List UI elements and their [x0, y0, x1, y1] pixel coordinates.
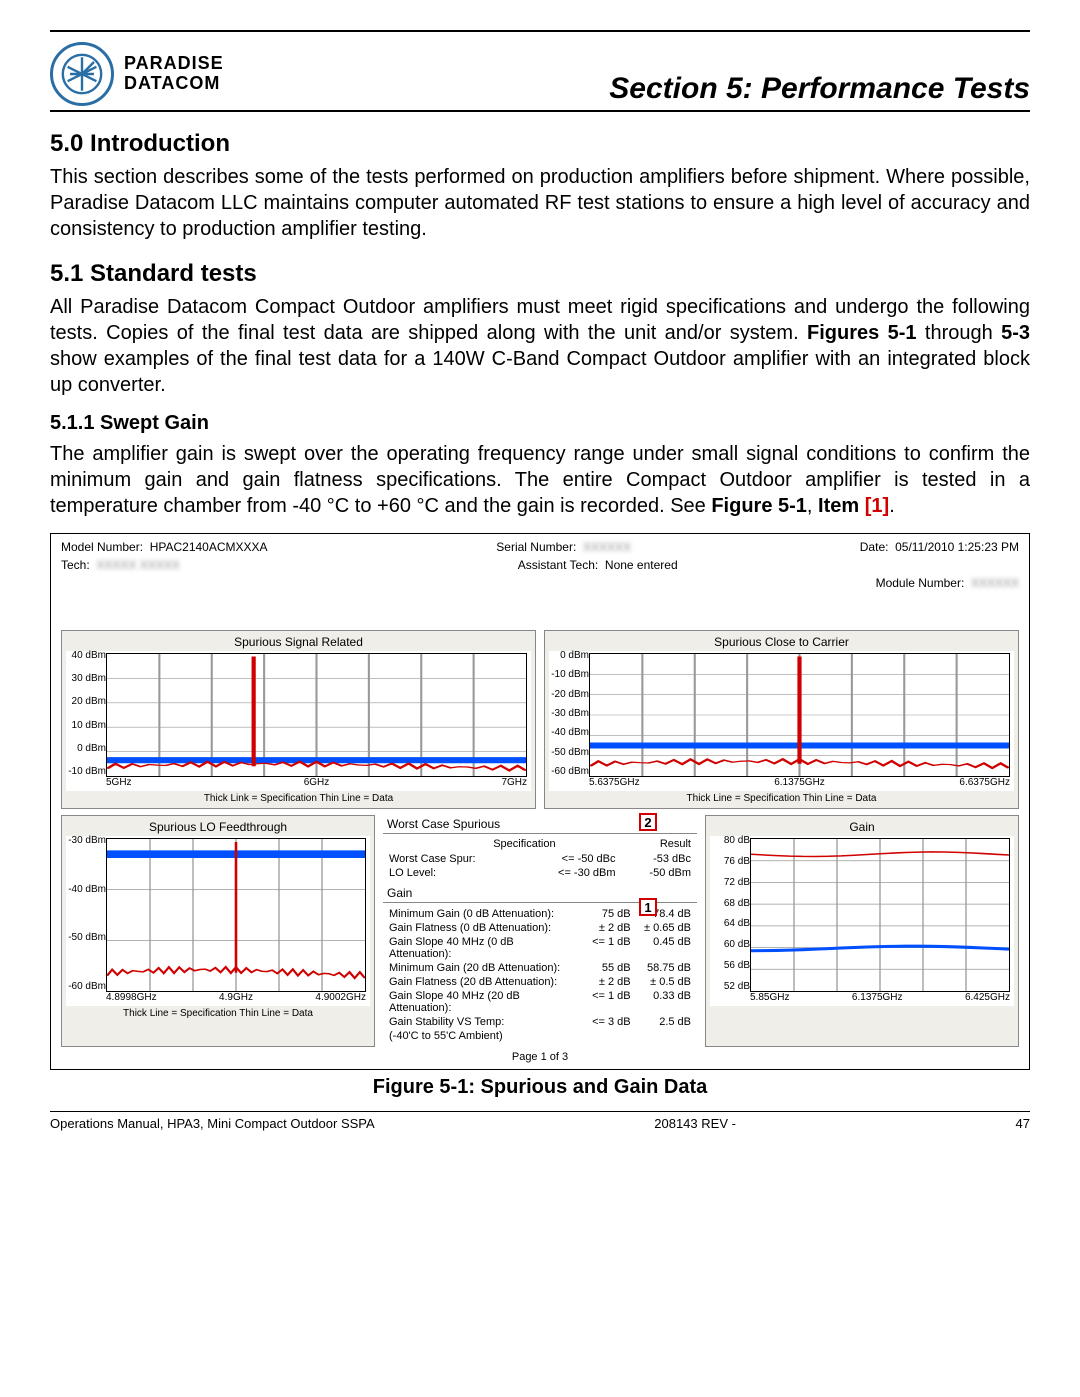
serial-label: Serial Number: [496, 540, 576, 554]
txt-swept-f: . [889, 495, 895, 517]
chart-spurious-carrier: Spurious Close to Carrier 0 dBm-10 dBm-2… [544, 630, 1019, 809]
logo-line1: PARADISE [124, 54, 224, 74]
table-row: (-40'C to 55'C Ambient) [389, 1029, 691, 1043]
table-row: Gain Slope 40 MHz (0 dB Attenuation):<= … [389, 935, 691, 961]
page-header: PARADISE DATACOM Section 5: Performance … [50, 42, 1030, 112]
plot: 0 dBm-10 dBm-20 dBm-30 dBm-40 dBm-50 dBm… [549, 651, 1014, 791]
heading-standard-tests: 5.1 Standard tests [50, 260, 1030, 288]
yaxis: 40 dBm30 dBm20 dBm10 dBm0 dBm-10 dBm [68, 651, 106, 777]
spec-hdr: Specification [493, 838, 555, 850]
gain-table: Minimum Gain (0 dB Attenuation):75 dB78.… [383, 903, 697, 1047]
txt-swept-d: Item [818, 495, 865, 517]
plot: 40 dBm30 dBm20 dBm10 dBm0 dBm-10 dBm 5GH… [66, 651, 531, 791]
para-intro: This section describes some of the tests… [50, 164, 1030, 242]
txt-swept-c: , [807, 495, 818, 517]
plot-area [106, 838, 366, 992]
tech-label: Tech: [61, 558, 90, 572]
spur-hdr: Specification Result [389, 838, 691, 850]
logo-block: PARADISE DATACOM [50, 42, 224, 106]
chart-caption: Thick Link = Specification Thin Line = D… [66, 793, 531, 804]
yaxis: 0 dBm-10 dBm-20 dBm-30 dBm-40 dBm-50 dBm… [551, 651, 589, 777]
logo-line2: DATACOM [124, 74, 224, 94]
label: Worst Case Spurious [387, 817, 500, 831]
txt-std-b4: show examples of the final test data for… [50, 348, 1030, 396]
tech-value: XXXXX XXXXX [96, 558, 179, 572]
table-row: Gain Slope 40 MHz (20 dB Attenuation):<=… [389, 989, 691, 1015]
chart-title: Spurious Close to Carrier [549, 635, 1014, 649]
table-row: Gain Stability VS Temp:<= 3 dB2.5 dB [389, 1015, 691, 1029]
spur-table: Specification Result Worst Case Spur:<= -… [383, 834, 697, 884]
page-number: Page 1 of 3 [61, 1051, 1019, 1063]
para-swept-gain: The amplifier gain is swept over the ope… [50, 441, 1030, 519]
fig-header-row2: Tech: XXXXX XXXXX Assistant Tech: None e… [61, 558, 1019, 572]
xaxis: 5GHz6GHz7GHz [106, 777, 527, 791]
model-label: Model Number: [61, 540, 143, 554]
gain-table-title: Gain 1 [383, 884, 697, 903]
txt-std-b1: Figures 5-1 [807, 322, 917, 344]
chart-title: Spurious Signal Related [66, 635, 531, 649]
table-row: Gain Flatness (0 dB Attenuation):± 2 dB±… [389, 921, 691, 935]
footer-right: 47 [1016, 1116, 1030, 1131]
table-row: Minimum Gain (20 dB Attenuation):55 dB58… [389, 961, 691, 975]
chart-gain: Gain 80 dB76 dB72 dB68 dB64 dB60 dB56 dB… [705, 815, 1019, 1047]
date-value: 05/11/2010 1:25:23 PM [895, 540, 1019, 554]
logo-text: PARADISE DATACOM [124, 54, 224, 94]
heading-intro: 5.0 Introduction [50, 130, 1030, 158]
plot-area [750, 838, 1010, 992]
plot-area [106, 653, 527, 777]
txt-swept-e: [1] [865, 495, 889, 517]
txt-std-b3: 5-3 [1001, 322, 1030, 344]
figure-caption: Figure 5-1: Spurious and Gain Data [50, 1076, 1030, 1099]
table-row: LO Level:<= -30 dBm-50 dBm [389, 866, 691, 880]
model-value: HPAC2140ACMXXXA [150, 540, 268, 554]
fig-header-row3: Module Number: XXXXXX [61, 576, 1019, 590]
chart-caption: Thick Line = Specification Thin Line = D… [66, 1008, 370, 1019]
heading-swept-gain: 5.1.1 Swept Gain [50, 412, 1030, 435]
txt-std-b2: through [917, 322, 1002, 344]
fig-header-row1: Model Number: HPAC2140ACMXXXA Serial Num… [61, 540, 1019, 554]
yaxis: -30 dBm-40 dBm-50 dBm-60 dBm [68, 836, 106, 992]
callout-1: 1 [639, 898, 657, 916]
footer: Operations Manual, HPA3, Mini Compact Ou… [50, 1111, 1030, 1131]
plot: -30 dBm-40 dBm-50 dBm-60 dBm 4.8998GHz4.… [66, 836, 370, 1006]
top-rule [50, 30, 1030, 32]
footer-center: 208143 REV - [654, 1116, 736, 1131]
date-label: Date: [860, 540, 889, 554]
chart-spurious-signal: Spurious Signal Related 40 dBm30 dBm20 d… [61, 630, 536, 809]
plot: 80 dB76 dB72 dB68 dB64 dB60 dB56 dB52 dB… [710, 836, 1014, 1006]
figure-box: Model Number: HPAC2140ACMXXXA Serial Num… [50, 533, 1030, 1070]
atech-value: None entered [605, 558, 678, 572]
callout-2: 2 [639, 813, 657, 831]
serial-value: XXXXXX [583, 540, 631, 554]
module-value: XXXXXX [971, 576, 1019, 590]
chart-title: Gain [710, 820, 1014, 834]
chart-title: Spurious LO Feedthrough [66, 820, 370, 834]
atech-label: Assistant Tech: [518, 558, 598, 572]
mid-tables: Worst Case Spurious 2 Specification Resul… [383, 815, 697, 1047]
txt-swept-b: Figure 5-1 [711, 495, 807, 517]
label: Gain [387, 886, 412, 900]
chart-lo-feedthrough: Spurious LO Feedthrough -30 dBm-40 dBm-5… [61, 815, 375, 1047]
table-row: Gain Flatness (20 dB Attenuation):± 2 dB… [389, 975, 691, 989]
chart-caption: Thick Line = Specification Thin Line = D… [549, 793, 1014, 804]
para-standard-tests: All Paradise Datacom Compact Outdoor amp… [50, 294, 1030, 398]
footer-left: Operations Manual, HPA3, Mini Compact Ou… [50, 1116, 375, 1131]
plot-area [589, 653, 1010, 777]
res-hdr: Result [660, 838, 691, 850]
xaxis: 5.85GHz6.1375GHz6.425GHz [750, 992, 1010, 1006]
yaxis: 80 dB76 dB72 dB68 dB64 dB60 dB56 dB52 dB [712, 836, 750, 992]
module-label: Module Number: [876, 576, 965, 590]
xaxis: 5.6375GHz6.1375GHz6.6375GHz [589, 777, 1010, 791]
logo-icon [50, 42, 114, 106]
worst-case-title: Worst Case Spurious 2 [383, 815, 697, 834]
xaxis: 4.8998GHz4.9GHz4.9002GHz [106, 992, 366, 1006]
table-row: Worst Case Spur:<= -50 dBc-53 dBc [389, 852, 691, 866]
section-title: Section 5: Performance Tests [609, 72, 1030, 106]
